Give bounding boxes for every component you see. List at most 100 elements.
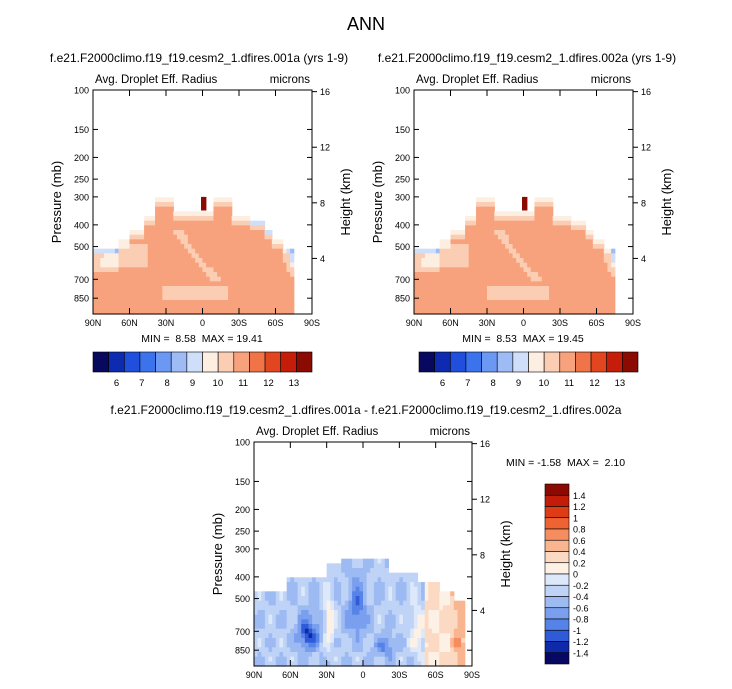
field-cell bbox=[483, 258, 488, 264]
field-cell bbox=[268, 262, 273, 268]
field-cell bbox=[523, 239, 528, 245]
field-cell bbox=[290, 619, 295, 625]
field-cell bbox=[479, 244, 484, 250]
field-cell bbox=[268, 614, 273, 620]
field-cell bbox=[505, 234, 510, 240]
field-cell bbox=[450, 638, 455, 644]
field-cell bbox=[235, 290, 240, 296]
field-cell bbox=[155, 234, 160, 240]
field-cell bbox=[567, 295, 572, 301]
field-cell bbox=[231, 267, 236, 273]
field-cell bbox=[439, 272, 444, 278]
field-cell bbox=[144, 244, 149, 250]
field-cell bbox=[209, 262, 215, 268]
field-cell bbox=[457, 286, 463, 292]
field-cell bbox=[414, 281, 419, 287]
field-cell bbox=[541, 267, 546, 273]
field-cell bbox=[592, 248, 598, 254]
field-cell bbox=[439, 638, 444, 644]
field-cell bbox=[293, 624, 299, 630]
field-cell bbox=[352, 647, 357, 653]
field-cell bbox=[169, 244, 174, 250]
field-cell bbox=[428, 652, 433, 658]
field-cell bbox=[439, 605, 444, 611]
field-cell bbox=[166, 197, 171, 203]
field-cell bbox=[169, 234, 174, 240]
field-cell bbox=[162, 300, 167, 306]
field-cell bbox=[476, 262, 481, 268]
field-cell bbox=[312, 638, 317, 644]
field-cell bbox=[257, 619, 262, 625]
field-cell bbox=[166, 225, 171, 231]
field-cell bbox=[107, 295, 112, 301]
field-cell bbox=[457, 253, 463, 259]
field-cell bbox=[147, 234, 152, 240]
field-cell bbox=[428, 253, 433, 259]
field-cell bbox=[272, 610, 277, 616]
field-cell bbox=[136, 295, 142, 301]
field-cell bbox=[570, 239, 576, 245]
field-cell bbox=[490, 211, 495, 217]
field-cell bbox=[206, 300, 211, 306]
field-cell bbox=[443, 286, 448, 292]
field-cell bbox=[574, 267, 579, 273]
field-cell bbox=[410, 647, 415, 653]
field-cell bbox=[574, 295, 579, 301]
field-cell bbox=[479, 225, 484, 231]
field-cell bbox=[519, 211, 525, 217]
field-cell bbox=[253, 267, 258, 273]
field-cell bbox=[166, 300, 171, 306]
field-cell bbox=[428, 610, 433, 616]
field-cell bbox=[308, 628, 313, 634]
field-cell bbox=[567, 234, 572, 240]
field-cell bbox=[290, 661, 295, 667]
field-cell bbox=[373, 600, 379, 606]
field-cell bbox=[220, 225, 225, 231]
field-cell bbox=[600, 281, 605, 287]
field-cell bbox=[428, 295, 433, 301]
field-cell bbox=[417, 286, 422, 292]
field-cell bbox=[239, 304, 244, 310]
field-cell bbox=[534, 272, 539, 278]
field-cell bbox=[341, 582, 346, 588]
field-cell bbox=[275, 652, 281, 658]
field-cell bbox=[290, 652, 295, 658]
field-cell bbox=[231, 234, 236, 240]
field-cell bbox=[534, 286, 539, 292]
field-cell bbox=[581, 304, 587, 310]
field-cell bbox=[381, 568, 386, 574]
field-cell bbox=[301, 656, 306, 662]
field-cell bbox=[549, 309, 554, 315]
field-cell bbox=[166, 239, 171, 245]
field-cell bbox=[319, 582, 324, 588]
field-cell bbox=[275, 300, 280, 306]
colorbar-swatch bbox=[202, 351, 219, 373]
field-cell bbox=[96, 276, 101, 282]
field-cell bbox=[490, 230, 495, 236]
field-cell bbox=[217, 211, 222, 217]
field-cell bbox=[275, 638, 281, 644]
field-cell bbox=[497, 276, 503, 282]
field-cell bbox=[352, 624, 357, 630]
field-cell bbox=[195, 220, 200, 226]
field-cell bbox=[286, 656, 291, 662]
field-cell bbox=[505, 267, 510, 273]
field-cell bbox=[355, 596, 360, 602]
field-cell bbox=[410, 619, 415, 625]
field-cell bbox=[381, 558, 386, 564]
colorbar-label: 6 bbox=[440, 378, 445, 389]
field-cell bbox=[373, 610, 379, 616]
field-cell bbox=[129, 281, 134, 287]
field-cell bbox=[439, 244, 444, 250]
field-cell bbox=[206, 230, 211, 236]
field-cell bbox=[93, 272, 98, 278]
field-cell bbox=[286, 610, 291, 616]
field-cell bbox=[406, 596, 411, 602]
field-cells bbox=[414, 196, 616, 315]
field-cell bbox=[424, 600, 429, 606]
field-cell bbox=[147, 230, 152, 236]
field-cell bbox=[556, 295, 561, 301]
field-cell bbox=[231, 286, 236, 292]
field-cell bbox=[297, 661, 302, 667]
field-cell bbox=[301, 642, 306, 648]
